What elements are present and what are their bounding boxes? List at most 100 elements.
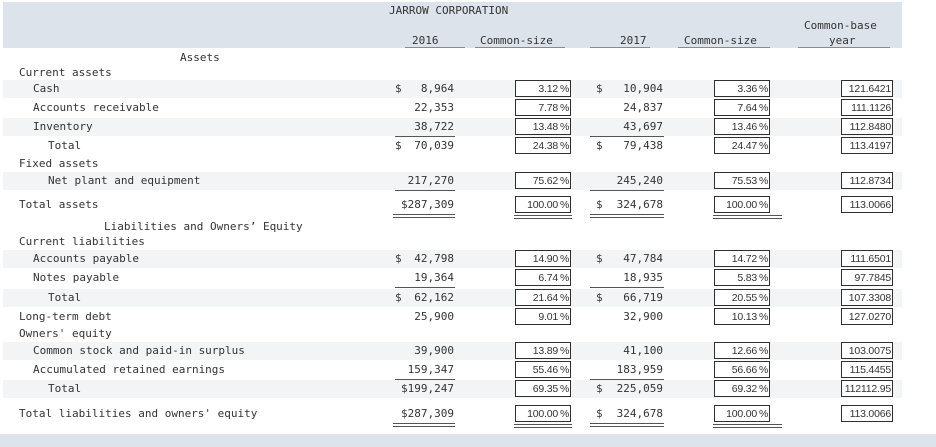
common-size-2017-value: 3.36	[737, 83, 757, 95]
common-base-year-value: 113.0066	[849, 408, 892, 420]
common-size-2017-value: 10.13	[731, 311, 757, 323]
row-label: Notes payable	[33, 271, 120, 284]
common-size-2017-box	[714, 269, 770, 286]
double-underline-cs16	[514, 215, 572, 219]
common-size-2017-value: 14.72	[731, 253, 757, 265]
common-size-2016-box	[515, 80, 571, 97]
value-2017: 41,100	[623, 344, 663, 357]
section-fixed-assets: Fixed assets	[19, 157, 99, 170]
value-2017: 47,784	[623, 252, 663, 265]
value-2016: $199,247	[401, 382, 454, 395]
row-label: Long-term debt	[19, 310, 112, 323]
percent-sign: %	[560, 175, 570, 187]
common-size-2016-value: 69.35	[532, 383, 558, 395]
percent-sign: %	[560, 272, 570, 284]
common-base-year-value: 113.0066	[849, 199, 892, 211]
common-base-year-value: 112112.95	[844, 383, 891, 395]
header-underline-2016	[405, 47, 465, 48]
common-size-2017-box	[714, 118, 770, 135]
common-size-2017-value: 7.64	[737, 102, 757, 114]
percent-sign: %	[560, 121, 570, 133]
value-2016: 42,798	[414, 252, 454, 265]
value-2016: 159,347	[407, 363, 454, 376]
row-stripe	[3, 342, 902, 360]
common-base-year-box	[841, 342, 893, 359]
row-label: Net plant and equipment	[48, 174, 201, 187]
dollar-sign-2017: $	[596, 382, 603, 395]
common-size-2016-box	[515, 118, 571, 135]
common-size-2016-box	[515, 196, 571, 213]
dollar-sign-2016: $	[395, 291, 402, 304]
percent-sign: %	[759, 83, 769, 95]
common-base-year-box	[841, 118, 893, 135]
common-size-2017-box	[714, 196, 770, 213]
row-label: Inventory	[33, 120, 93, 133]
common-base-year-box	[841, 308, 893, 325]
common-base-year-value: 121.6421	[848, 83, 891, 95]
col-2016-header: 2016	[412, 34, 439, 47]
percent-sign: %	[560, 364, 570, 376]
value-2016: 39,900	[414, 344, 454, 357]
underline-2016	[395, 136, 455, 137]
common-size-2016-value: 75.62	[532, 175, 558, 187]
common-size-2017-value: 5.83	[737, 272, 757, 284]
common-size-2017-box	[714, 380, 770, 397]
percent-sign: %	[560, 383, 570, 395]
common-base-year-value: 111.6501	[850, 253, 891, 265]
percent-sign: %	[759, 140, 769, 152]
value-2016: 62,162	[414, 291, 454, 304]
underline-2016	[395, 379, 455, 380]
common-size-2016-box	[515, 172, 571, 189]
common-size-2016-box	[515, 405, 571, 422]
underline-2017	[590, 379, 664, 380]
section-current-liabilities: Current liabilities	[19, 235, 145, 248]
common-size-2016-value: 14.90	[532, 253, 558, 265]
common-base-year-value: 112.8480	[849, 121, 892, 133]
percent-sign: %	[560, 345, 570, 357]
common-size-2016-box	[515, 380, 571, 397]
underline-2017	[590, 190, 664, 191]
section-assets: Assets	[180, 51, 220, 64]
row-stripe	[3, 80, 902, 98]
common-size-2016-value: 13.48	[532, 121, 558, 133]
common-size-2016-box	[515, 289, 571, 306]
percent-sign: %	[560, 408, 570, 420]
common-size-2017-value: 56.66	[731, 364, 757, 376]
percent-sign: %	[759, 345, 769, 357]
dollar-sign-2017: $	[596, 82, 603, 95]
value-2016: 217,270	[407, 174, 454, 187]
dollar-sign-2016: $	[395, 82, 402, 95]
common-base-year-value: 111.1126	[851, 102, 891, 114]
header-underline-cs16	[475, 47, 565, 48]
value-2017: 183,959	[616, 363, 663, 376]
double-underline-2017	[590, 214, 664, 218]
col-common-base-header: Common-base	[804, 19, 877, 32]
percent-sign: %	[560, 140, 570, 152]
percent-sign: %	[759, 102, 769, 114]
row-label: Accumulated retained earnings	[33, 363, 226, 376]
header-underline-base	[798, 47, 890, 48]
value-2016: $287,309	[401, 198, 454, 211]
company-title: JARROW CORPORATION	[389, 4, 509, 17]
common-size-2016-value: 24.38	[532, 140, 558, 152]
percent-sign: %	[560, 83, 570, 95]
common-size-2016-box	[515, 308, 571, 325]
common-base-year-box	[841, 99, 893, 116]
col-common-size-2017-header: Common-size	[684, 34, 757, 47]
percent-sign: %	[759, 408, 769, 420]
percent-sign: %	[560, 199, 570, 211]
common-size-2017-box	[714, 361, 770, 378]
percent-sign: %	[759, 364, 769, 376]
percent-sign: %	[560, 102, 570, 114]
header-band	[3, 2, 902, 48]
common-size-2017-box	[714, 80, 770, 97]
section-owners-equity: Owners' equity	[19, 327, 112, 340]
underline-2017	[590, 287, 664, 288]
common-size-2016-value: 3.12	[538, 83, 558, 95]
section-current-assets: Current assets	[19, 66, 112, 79]
row-label: Total	[48, 139, 82, 152]
dollar-sign-2017: $	[596, 291, 603, 304]
header-underline-2017	[590, 47, 650, 48]
percent-sign: %	[560, 292, 570, 304]
col-2017-header: 2017	[620, 34, 647, 47]
